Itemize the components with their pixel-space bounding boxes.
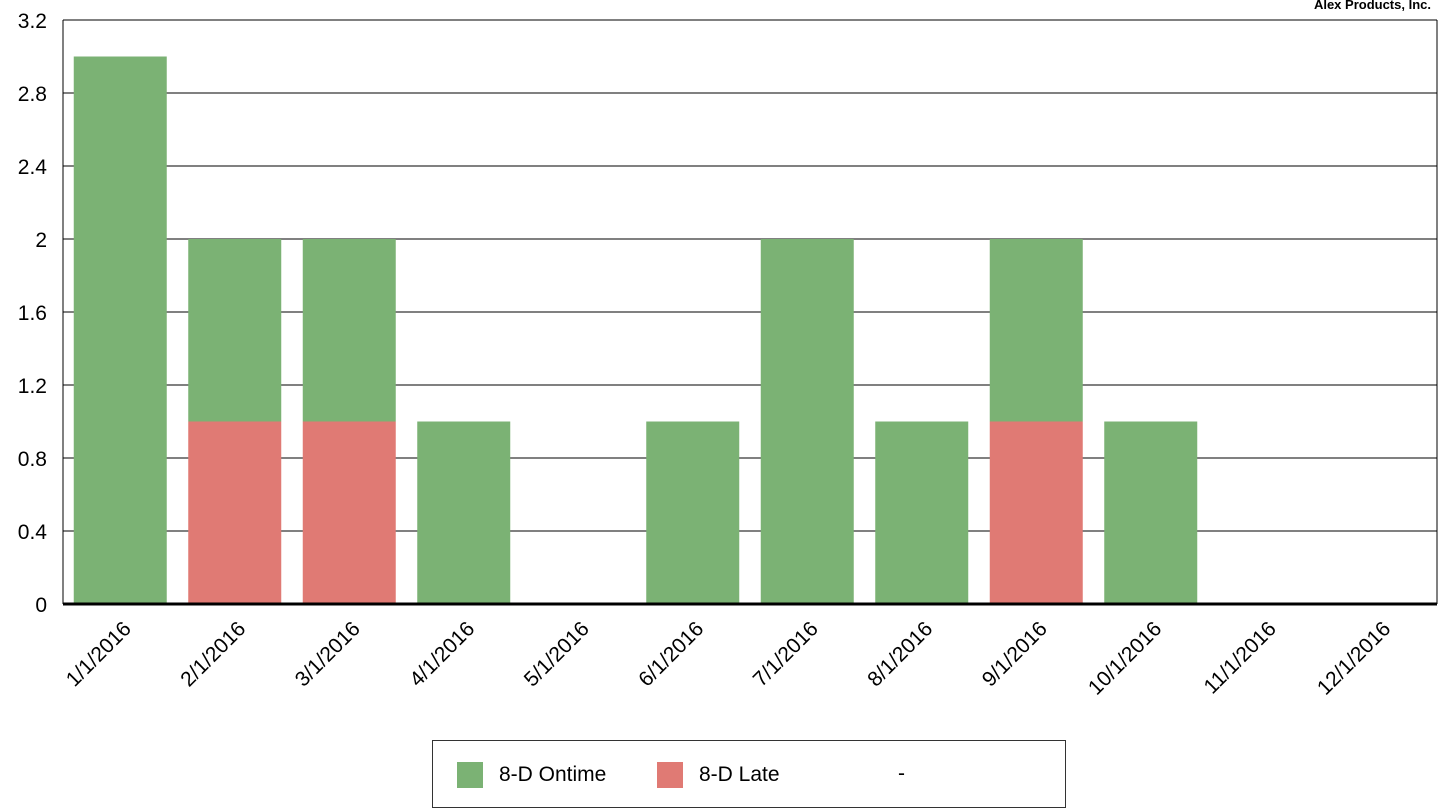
bar-8-d-ontime: [188, 239, 282, 422]
bar-chart: 0 0.4 0.8 1.2 1.6 2 2.4 2.8 3.2 1/1/2016 2/1/2016 3…: [18, 10, 1438, 700]
bar-8-d-ontime: [302, 239, 396, 422]
bar-8-d-ontime: [646, 421, 740, 604]
x-tick-label: 3/1/2016: [291, 617, 365, 691]
legend-label-ontime: 8-D Ontime: [499, 763, 607, 786]
bar-8-d-late: [302, 421, 396, 604]
x-tick-label: 9/1/2016: [978, 617, 1052, 691]
y-tick-label: 2.8: [18, 83, 47, 106]
y-tick-label: 2.4: [18, 156, 48, 179]
chart-legend: 8-D Ontime 8-D Late -: [432, 740, 1066, 808]
bar-8-d-ontime: [989, 239, 1083, 422]
x-tick-label: 4/1/2016: [405, 617, 479, 691]
x-tick-label: 5/1/2016: [520, 617, 594, 691]
x-tick-label: 11/1/2016: [1200, 617, 1281, 698]
y-tick-label: 0.4: [18, 521, 48, 544]
bar-8-d-ontime: [760, 239, 854, 604]
y-tick-label: 1.2: [18, 375, 47, 398]
legend-item-ontime: 8-D Ontime: [457, 762, 606, 788]
legend-label-late: 8-D Late: [699, 763, 780, 786]
y-tick-label: 2: [35, 229, 47, 252]
bar-8-d-ontime: [417, 421, 511, 604]
x-tick-label: 8/1/2016: [863, 617, 937, 691]
x-tick-label: 10/1/2016: [1084, 617, 1166, 699]
x-tick-label: 1/1/2016: [62, 617, 136, 691]
x-tick-label: 2/1/2016: [176, 617, 250, 691]
bar-8-d-late: [188, 421, 282, 604]
legend-label-extra: -: [898, 762, 905, 785]
y-tick-label: 1.6: [18, 302, 47, 325]
y-tick-label: 3.2: [18, 10, 47, 33]
x-tick-label: 12/1/2016: [1313, 617, 1395, 699]
y-tick-label: 0.8: [18, 448, 47, 471]
company-name: Alex Products, Inc.: [1313, 0, 1431, 12]
x-tick-label: 7/1/2016: [749, 617, 823, 691]
legend-swatch-late: [657, 762, 683, 788]
x-tick-label: 6/1/2016: [634, 617, 708, 691]
legend-swatch-ontime: [457, 762, 483, 788]
y-tick-label: 0: [35, 594, 47, 617]
legend-item-late: 8-D Late: [657, 762, 780, 788]
legend-item-extra: -: [898, 762, 905, 786]
bar-8-d-ontime: [875, 421, 969, 604]
bar-8-d-late: [989, 421, 1083, 604]
bar-8-d-ontime: [1104, 421, 1198, 604]
bar-8-d-ontime: [73, 56, 167, 604]
